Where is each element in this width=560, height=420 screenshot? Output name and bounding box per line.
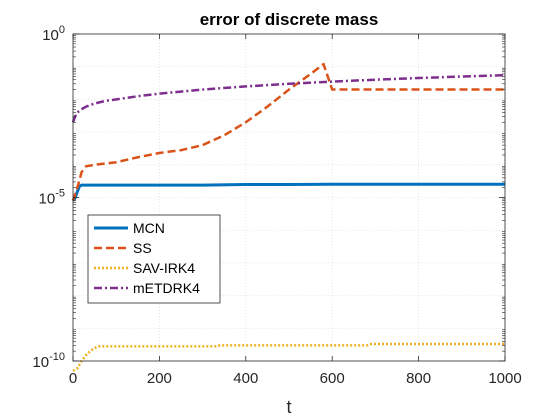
- x-tick-label: 800: [406, 370, 431, 387]
- chart-title: error of discrete mass: [200, 10, 379, 29]
- x-tick-label: 400: [233, 370, 258, 387]
- series-line-sav-irk4: [72, 342, 505, 372]
- legend: MCN SS SAV-IRK4 mETDRK4: [87, 214, 221, 304]
- y-tick-label: 10-5: [39, 188, 65, 208]
- legend-label-mcn: MCN: [133, 220, 165, 236]
- series-line-ss: [71, 62, 505, 202]
- x-tick-label: 200: [147, 370, 172, 387]
- series-line-mcn: [71, 182, 505, 202]
- x-tick-label: 0: [69, 370, 77, 387]
- legend-label-sav-irk4: SAV-IRK4: [133, 260, 195, 276]
- series-line-metdrk4: [71, 73, 506, 123]
- legend-box: [87, 214, 221, 304]
- legend-label-ss: SS: [133, 240, 152, 256]
- y-tick-label: 10-10: [32, 351, 65, 371]
- legend-label-metdrk4: mETDRK4: [133, 280, 200, 296]
- plot-area: [71, 62, 506, 372]
- x-axis-label: t: [286, 397, 291, 417]
- y-tick-label: 100: [42, 24, 65, 44]
- axes: 0 200 400 600 800 1000 100 10-5 10-10: [32, 24, 521, 387]
- x-tick-label: 600: [320, 370, 345, 387]
- x-tick-label: 1000: [488, 370, 521, 387]
